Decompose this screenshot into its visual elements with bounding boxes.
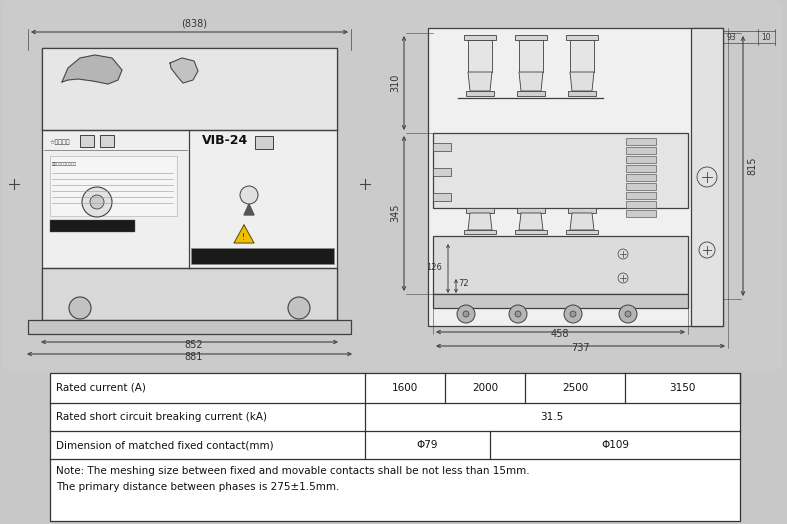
FancyBboxPatch shape xyxy=(2,0,783,371)
Text: Rated current (A): Rated current (A) xyxy=(56,383,146,393)
Polygon shape xyxy=(570,72,594,91)
Bar xyxy=(626,210,656,217)
Bar xyxy=(626,183,656,190)
Bar xyxy=(626,165,656,172)
Polygon shape xyxy=(170,58,198,83)
Bar xyxy=(191,248,334,264)
Bar xyxy=(433,193,451,201)
Text: 2000: 2000 xyxy=(472,383,498,393)
Bar xyxy=(626,192,656,199)
Circle shape xyxy=(240,186,258,204)
Polygon shape xyxy=(62,55,122,84)
Bar xyxy=(433,143,451,151)
Bar xyxy=(464,230,496,234)
Polygon shape xyxy=(234,225,254,243)
Text: Dimension of matched fixed contact(mm): Dimension of matched fixed contact(mm) xyxy=(56,440,274,450)
Bar xyxy=(433,236,688,294)
Text: VIB-24: VIB-24 xyxy=(202,134,248,147)
Bar xyxy=(691,28,723,326)
Text: The primary distance between phases is 275±1.5mm.: The primary distance between phases is 2… xyxy=(56,482,339,492)
Bar xyxy=(626,156,656,163)
Bar xyxy=(428,28,723,326)
Text: 310: 310 xyxy=(390,74,400,92)
Text: 3150: 3150 xyxy=(669,383,695,393)
Circle shape xyxy=(570,311,576,317)
Circle shape xyxy=(515,311,521,317)
Text: 产品使用安全注意事项: 产品使用安全注意事项 xyxy=(52,162,77,166)
Polygon shape xyxy=(468,213,492,230)
Circle shape xyxy=(625,311,631,317)
Text: 10: 10 xyxy=(761,34,770,42)
Bar xyxy=(100,135,114,147)
Circle shape xyxy=(457,305,475,323)
Circle shape xyxy=(564,305,582,323)
Bar xyxy=(433,133,688,208)
Polygon shape xyxy=(519,213,543,230)
Text: 126: 126 xyxy=(426,264,442,272)
Bar xyxy=(568,208,596,213)
Text: 815: 815 xyxy=(747,157,757,175)
Text: Φ79: Φ79 xyxy=(416,440,438,450)
Bar xyxy=(466,208,494,213)
Bar xyxy=(517,91,545,96)
Text: 31.5: 31.5 xyxy=(541,412,563,422)
Bar xyxy=(568,91,596,96)
Bar xyxy=(464,35,496,40)
Bar xyxy=(42,268,337,320)
Circle shape xyxy=(82,187,112,217)
Bar xyxy=(626,138,656,145)
Text: 345: 345 xyxy=(390,204,400,222)
Bar xyxy=(570,40,594,72)
Bar xyxy=(433,294,688,308)
Bar xyxy=(433,168,451,176)
Bar xyxy=(566,230,598,234)
Text: 852: 852 xyxy=(185,340,203,350)
Bar xyxy=(50,156,177,216)
Bar xyxy=(28,320,351,334)
Text: 93: 93 xyxy=(726,34,736,42)
Bar xyxy=(80,135,94,147)
Circle shape xyxy=(69,297,91,319)
Bar xyxy=(626,147,656,154)
Text: Rated short circuit breaking current (kA): Rated short circuit breaking current (kA… xyxy=(56,412,267,422)
Bar xyxy=(519,40,543,72)
Text: 72: 72 xyxy=(458,279,468,288)
Bar xyxy=(50,373,740,521)
Bar xyxy=(566,35,598,40)
Bar xyxy=(626,174,656,181)
Text: 737: 737 xyxy=(571,343,589,353)
Bar xyxy=(515,230,547,234)
Circle shape xyxy=(619,305,637,323)
Text: 881: 881 xyxy=(185,352,203,362)
Text: !: ! xyxy=(242,233,245,242)
Text: 1600: 1600 xyxy=(392,383,418,393)
Circle shape xyxy=(463,311,469,317)
Bar xyxy=(50,220,135,232)
Text: ☆北高电器: ☆北高电器 xyxy=(50,139,71,145)
Polygon shape xyxy=(519,72,543,91)
Polygon shape xyxy=(570,213,594,230)
Bar xyxy=(42,48,337,320)
Text: 2500: 2500 xyxy=(562,383,588,393)
Circle shape xyxy=(509,305,527,323)
Circle shape xyxy=(90,195,104,209)
Bar xyxy=(515,35,547,40)
Polygon shape xyxy=(244,204,254,215)
Circle shape xyxy=(288,297,310,319)
Text: (838): (838) xyxy=(181,19,207,29)
Text: Note: The meshing size between fixed and movable contacts shall be not less than: Note: The meshing size between fixed and… xyxy=(56,466,530,476)
Text: 458: 458 xyxy=(551,329,569,339)
Bar xyxy=(468,40,492,72)
Bar xyxy=(42,48,337,130)
Text: Φ109: Φ109 xyxy=(601,440,629,450)
Polygon shape xyxy=(468,72,492,91)
Bar xyxy=(517,208,545,213)
Bar xyxy=(466,91,494,96)
Bar xyxy=(255,136,273,149)
Bar xyxy=(626,201,656,208)
